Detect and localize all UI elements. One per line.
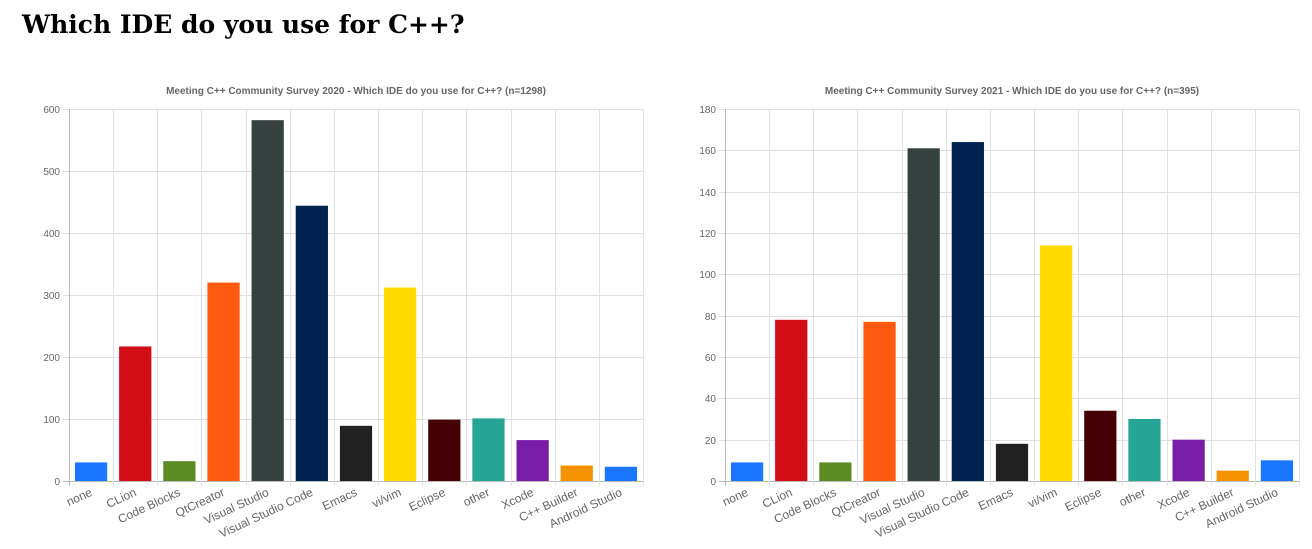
bar-qtcreator[interactable] <box>207 282 240 481</box>
chart-2021: Meeting C++ Community Survey 2021 - Whic… <box>699 86 1300 541</box>
y-tick-label: 0 <box>54 477 60 488</box>
chart-title: Meeting C++ Community Survey 2021 - Whic… <box>825 86 1199 97</box>
bar-vi-vim[interactable] <box>1040 245 1073 481</box>
bar-code-blocks[interactable] <box>163 461 196 481</box>
x-tick-label: other <box>1117 485 1148 509</box>
x-tick-label: other <box>461 485 492 509</box>
y-tick-label: 600 <box>43 105 60 116</box>
bar-qtcreator[interactable] <box>863 321 896 481</box>
y-tick-label: 20 <box>705 436 717 447</box>
bar-clion[interactable] <box>775 319 808 481</box>
x-tick-label: Eclipse <box>1063 485 1104 514</box>
y-tick-label: 80 <box>705 312 717 323</box>
y-tick-label: 180 <box>699 105 716 116</box>
y-tick-label: 0 <box>710 477 716 488</box>
chart-2020: Meeting C++ Community Survey 2020 - Whic… <box>43 86 644 541</box>
bar-none[interactable] <box>730 462 764 481</box>
y-tick-label: 100 <box>699 270 716 281</box>
bar-eclipse[interactable] <box>428 419 461 481</box>
y-tick-label: 120 <box>699 229 716 240</box>
y-tick-label: 300 <box>43 291 60 302</box>
chart-2021-panel: Meeting C++ Community Survey 2021 - Whic… <box>656 76 1312 549</box>
x-tick-label: Emacs <box>976 485 1015 513</box>
page-title: Which IDE do you use for C++? <box>22 10 465 39</box>
bar-android-studio[interactable] <box>604 466 638 481</box>
bar-c-builder[interactable] <box>1216 470 1249 481</box>
bar-visual-studio-code[interactable] <box>951 142 984 482</box>
bar-other[interactable] <box>1128 419 1161 481</box>
chart-2020-panel: Meeting C++ Community Survey 2020 - Whic… <box>0 76 656 549</box>
x-tick-label: none <box>64 485 94 509</box>
x-tick-label: Emacs <box>320 485 359 513</box>
x-tick-label: Eclipse <box>407 485 448 514</box>
bar-visual-studio[interactable] <box>251 120 284 481</box>
x-tick-label: none <box>720 485 750 509</box>
bar-visual-studio[interactable] <box>907 148 940 481</box>
y-tick-label: 60 <box>705 353 717 364</box>
bar-visual-studio-code[interactable] <box>295 205 328 481</box>
y-tick-label: 100 <box>43 415 60 426</box>
bar-emacs[interactable] <box>995 443 1029 481</box>
x-tick-label: vi/vim <box>1026 485 1060 511</box>
y-tick-label: 400 <box>43 229 60 240</box>
bar-eclipse[interactable] <box>1084 410 1117 481</box>
y-tick-label: 160 <box>699 146 716 157</box>
bar-emacs[interactable] <box>339 425 373 481</box>
bar-vi-vim[interactable] <box>384 287 417 481</box>
bar-code-blocks[interactable] <box>819 462 852 481</box>
bar-xcode[interactable] <box>516 440 549 481</box>
bar-android-studio[interactable] <box>1260 460 1294 481</box>
y-tick-label: 200 <box>43 353 60 364</box>
y-tick-label: 500 <box>43 167 60 178</box>
chart-title: Meeting C++ Community Survey 2020 - Whic… <box>166 86 546 97</box>
bar-c-builder[interactable] <box>560 465 593 482</box>
x-tick-label: vi/vim <box>370 485 404 511</box>
bar-clion[interactable] <box>119 346 152 481</box>
y-tick-label: 140 <box>699 188 716 199</box>
y-tick-label: 40 <box>705 394 717 405</box>
bar-other[interactable] <box>472 418 505 481</box>
bar-xcode[interactable] <box>1172 439 1205 481</box>
bar-none[interactable] <box>74 462 108 481</box>
